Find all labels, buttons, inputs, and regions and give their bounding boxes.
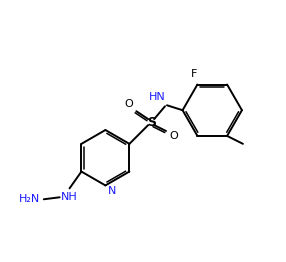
Text: S: S [147, 116, 156, 129]
Text: NH: NH [61, 192, 78, 202]
Text: O: O [170, 131, 178, 141]
Text: HN: HN [149, 92, 166, 102]
Text: O: O [124, 99, 133, 109]
Text: N: N [107, 186, 116, 196]
Text: H₂N: H₂N [19, 194, 40, 204]
Text: F: F [191, 69, 198, 79]
